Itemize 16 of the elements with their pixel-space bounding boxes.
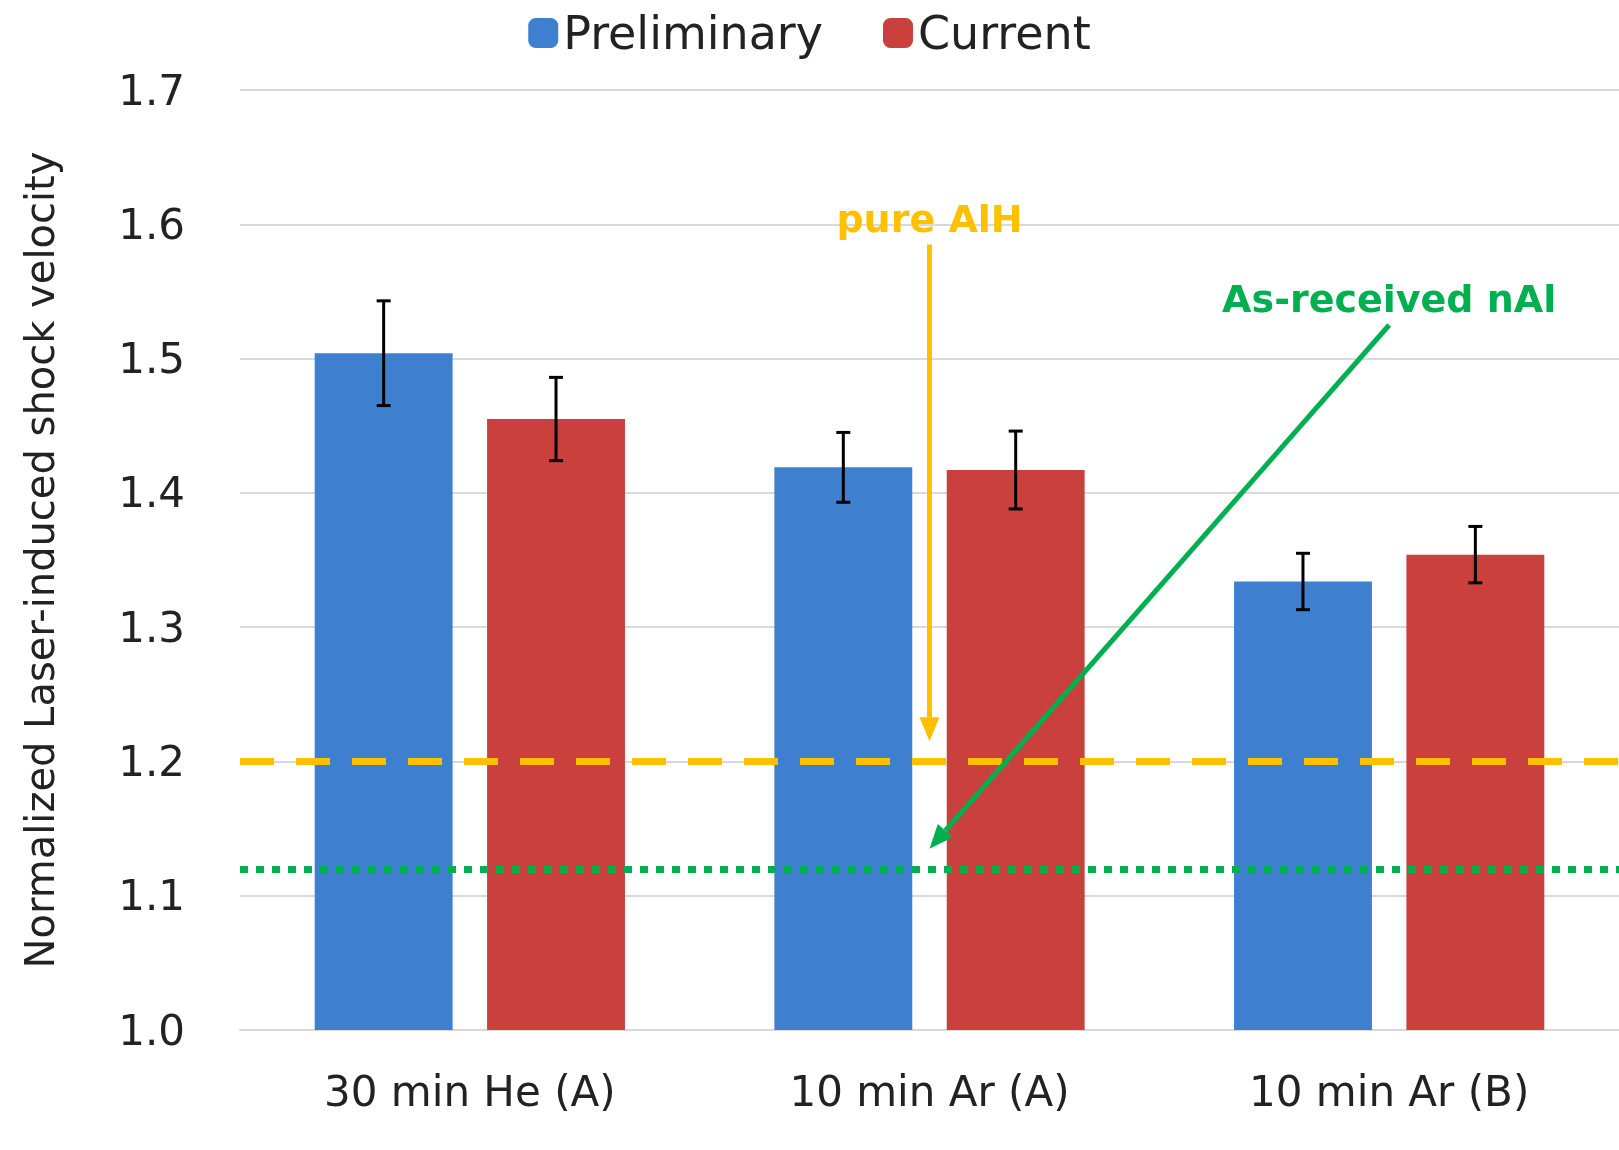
y-tick-label: 1.0 — [118, 1005, 185, 1055]
x-tick-label: 10 min Ar (B) — [1249, 1066, 1530, 1116]
y-tick-label: 1.5 — [118, 334, 185, 384]
ref-line-label: pure AlH — [836, 196, 1023, 241]
y-tick-label: 1.3 — [118, 602, 185, 652]
y-tick-label: 1.1 — [118, 871, 185, 921]
x-tick-label: 30 min He (A) — [324, 1066, 616, 1116]
x-tick-label: 10 min Ar (A) — [789, 1066, 1070, 1116]
y-axis-title: Normalized Laser-induced shock velocity — [17, 151, 63, 969]
y-tick-label: 1.6 — [118, 199, 185, 249]
ref-line-label: As-received nAl — [1222, 277, 1557, 322]
legend-label: Current — [918, 6, 1091, 60]
y-tick-label: 1.2 — [118, 736, 185, 786]
legend-label: Preliminary — [563, 6, 823, 60]
y-tick-label: 1.4 — [118, 468, 185, 518]
y-tick-label: 1.7 — [118, 65, 185, 115]
